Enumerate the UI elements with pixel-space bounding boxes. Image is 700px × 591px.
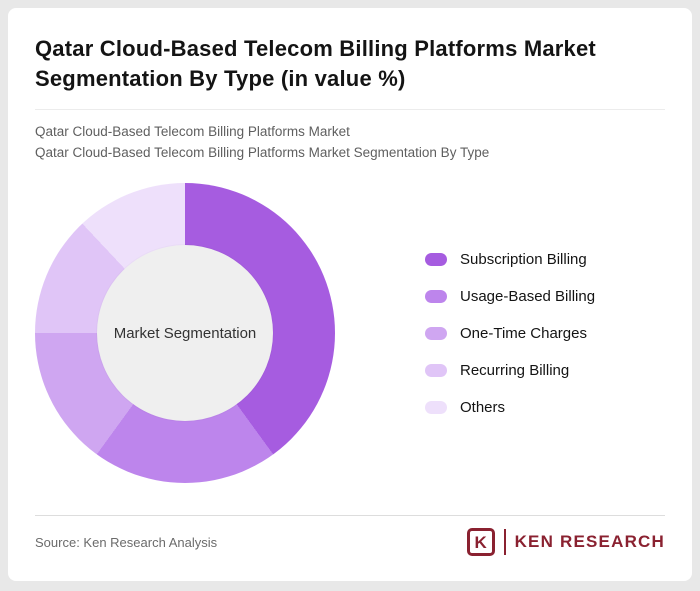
legend-label: Others — [460, 398, 506, 416]
legend-swatch — [425, 289, 447, 303]
ken-research-logo: K KEN RESEARCH — [466, 528, 665, 556]
legend-label: Recurring Billing — [460, 361, 570, 379]
logo-wordmark: KEN RESEARCH — [514, 532, 665, 551]
donut-center-label: Market Segmentation — [113, 324, 257, 342]
legend-swatch — [425, 326, 447, 340]
donut-chart-wrapper: Market Segmentation — [35, 183, 335, 483]
legend-swatch — [425, 363, 447, 377]
legend-label: Subscription Billing — [460, 250, 587, 268]
legend-swatch — [425, 252, 447, 266]
logo-k-letter: K — [474, 532, 487, 552]
donut-center: Market Segmentation — [97, 245, 273, 421]
legend-swatch — [425, 400, 447, 414]
legend-item: Others — [425, 399, 595, 416]
page-title: Qatar Cloud-Based Telecom Billing Platfo… — [35, 36, 596, 91]
legend-label: Usage-Based Billing — [460, 287, 596, 305]
chart-card: Qatar Cloud-Based Telecom Billing Platfo… — [8, 8, 692, 581]
footer-divider — [35, 515, 665, 516]
logo-k-box-icon: K — [466, 528, 495, 556]
logo-divider-bar — [503, 529, 506, 555]
source-text: Source: Ken Research Analysis — [35, 534, 218, 550]
legend-item: Recurring Billing — [425, 362, 595, 379]
legend-item: Usage-Based Billing — [425, 288, 595, 305]
legend-item: Subscription Billing — [425, 251, 595, 268]
footer: Source: Ken Research Analysis K KEN RESE… — [35, 528, 665, 556]
legend-label: One-Time Charges — [460, 324, 587, 342]
chart-area: Market Segmentation Subscription Billing… — [35, 183, 665, 483]
chart-subtitle-line2: Qatar Cloud-Based Telecom Billing Platfo… — [35, 145, 490, 160]
chart-subtitle-line1: Qatar Cloud-Based Telecom Billing Platfo… — [35, 124, 350, 139]
legend: Subscription Billing Usage-Based Billing O… — [425, 251, 595, 416]
legend-item: One-Time Charges — [425, 325, 595, 342]
title-divider — [35, 109, 665, 110]
